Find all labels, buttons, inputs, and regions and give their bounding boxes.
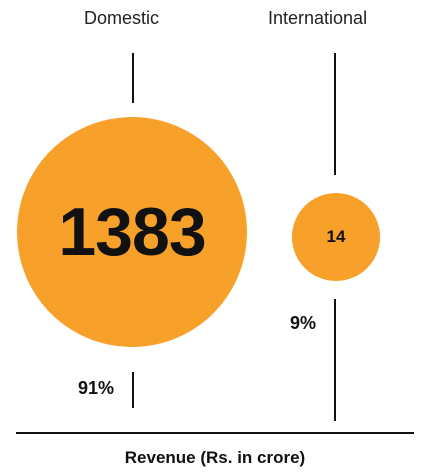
domestic-lower-leader-line — [132, 372, 134, 408]
baseline-rule — [16, 432, 414, 434]
international-percent-label: 9% — [290, 313, 317, 333]
category-label-domestic: Domestic — [84, 8, 160, 28]
chart-footer-label: Revenue (Rs. in crore) — [124, 448, 306, 467]
bubble-international: 14 — [292, 193, 380, 281]
bubble-domestic-value: 1383 — [58, 194, 206, 270]
bubble-international-value: 14 — [326, 227, 346, 246]
domestic-percent-label: 91% — [78, 378, 115, 398]
bubble-domestic: 1383 — [17, 117, 247, 347]
international-upper-leader-line — [334, 53, 336, 175]
domestic-upper-leader-line — [132, 53, 134, 103]
category-label-international: International — [268, 8, 368, 28]
international-lower-leader-line — [334, 299, 336, 421]
